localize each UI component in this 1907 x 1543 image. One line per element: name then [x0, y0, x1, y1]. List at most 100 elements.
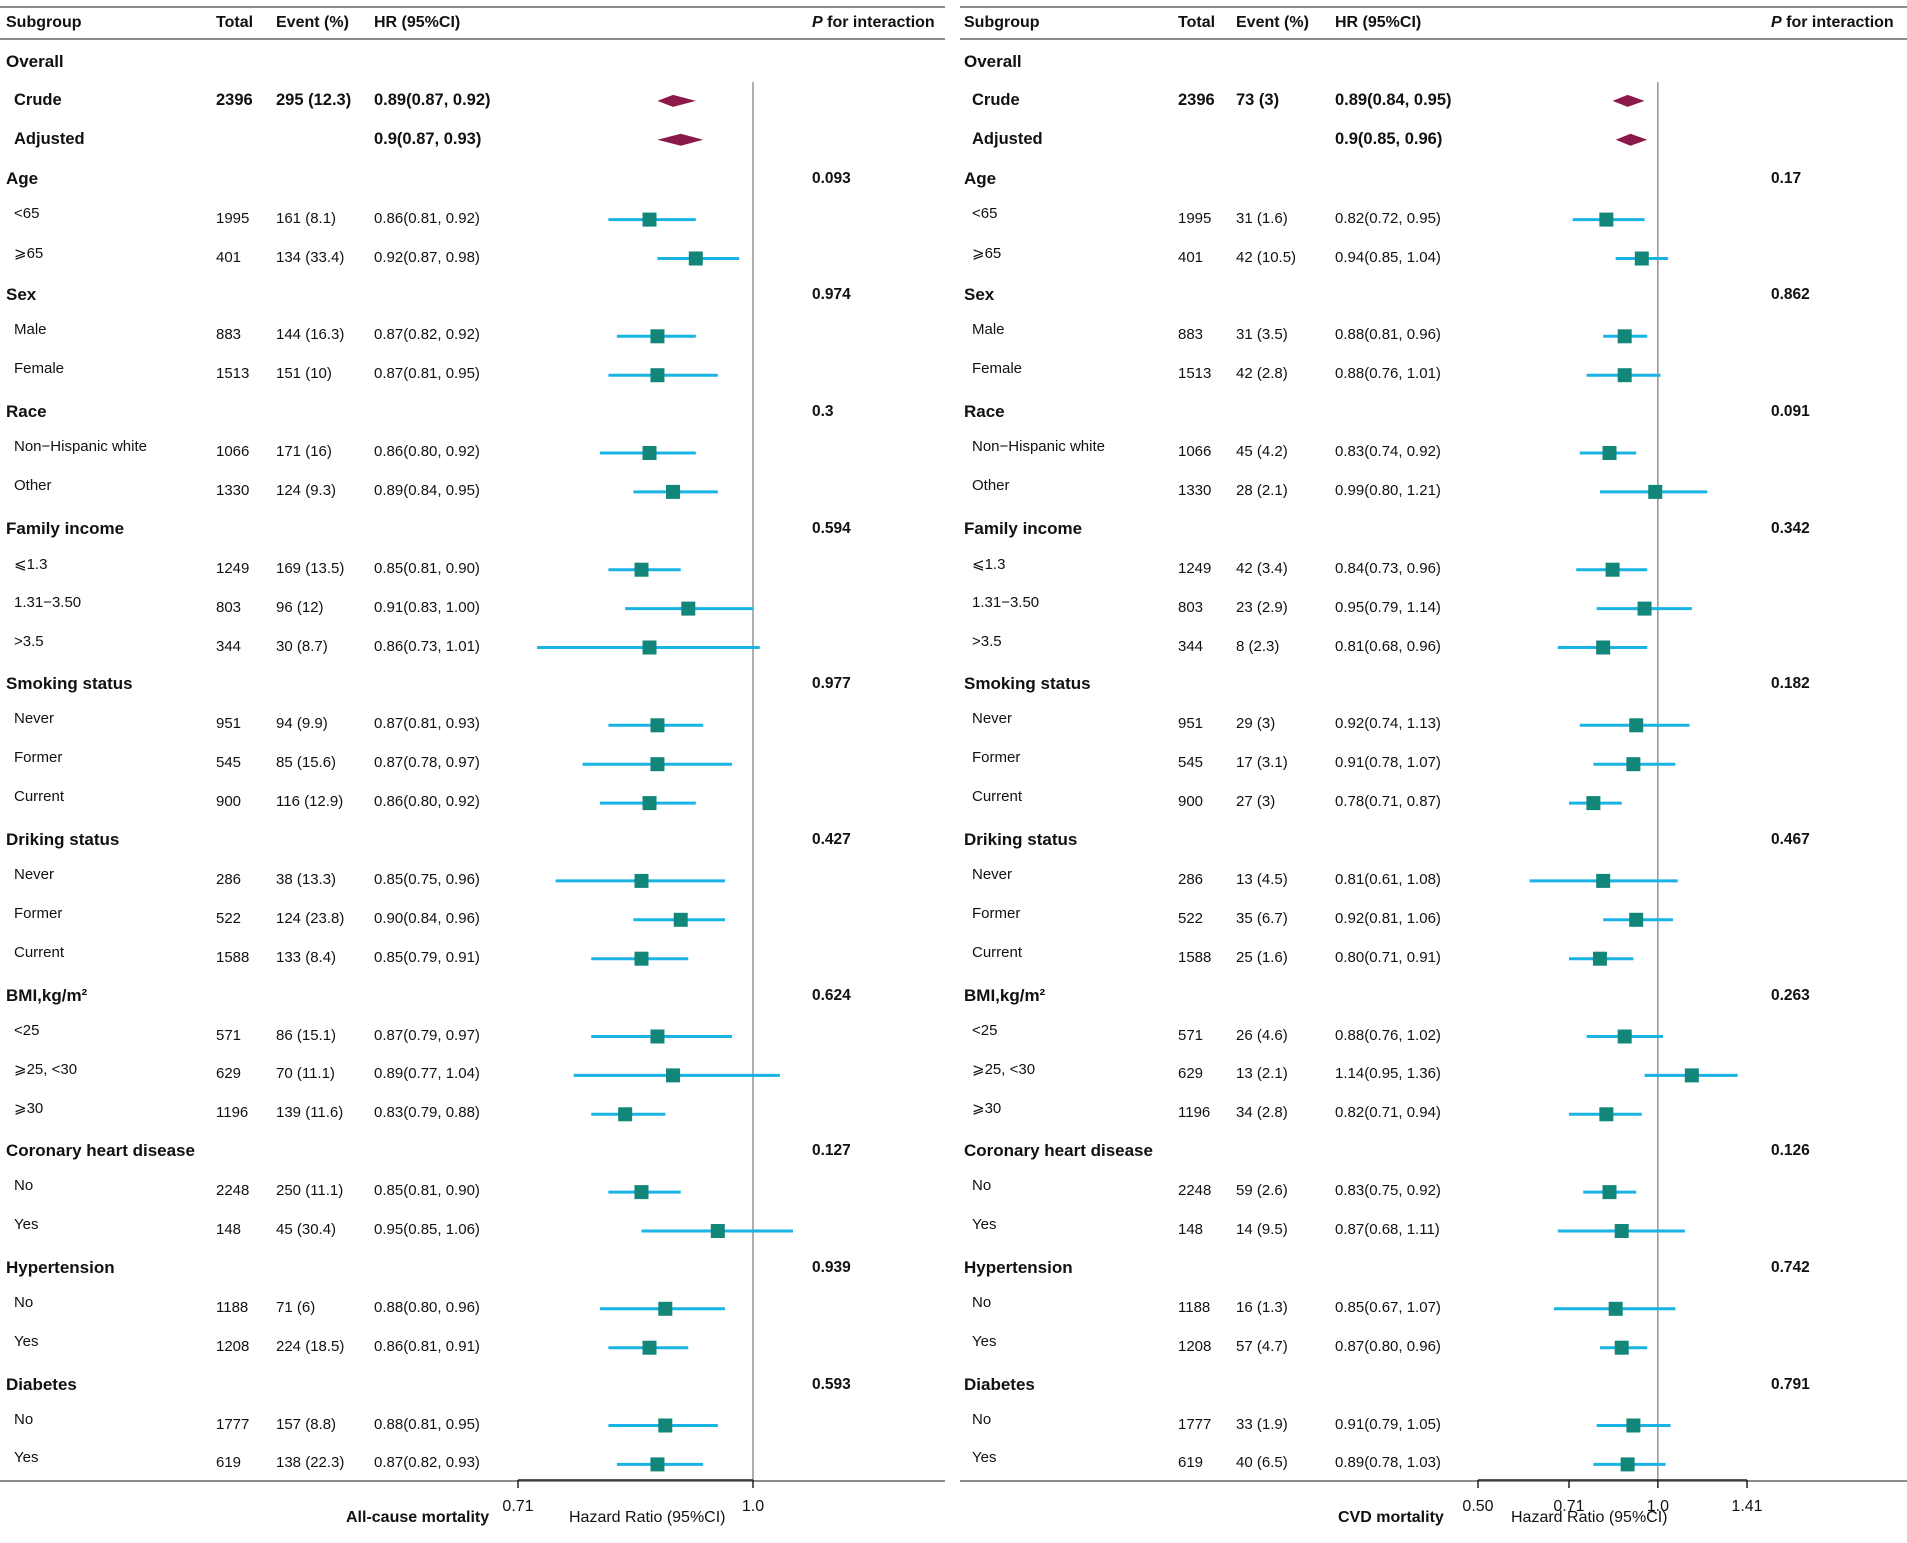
- group-label: Hypertension: [964, 1257, 1073, 1277]
- total-value: 1066: [1178, 443, 1212, 460]
- hr-ci-text: 0.85(0.75, 0.96): [374, 870, 480, 888]
- hr-ci-text: 0.87(0.81, 0.95): [374, 365, 480, 383]
- subgroup-label: Female: [14, 360, 65, 378]
- subgroup-label: 1.31−3.50: [972, 593, 1040, 611]
- summary-diamond: [657, 94, 696, 107]
- hr-ci-text: 0.88(0.76, 1.01): [1335, 365, 1441, 383]
- hr-point: [634, 562, 649, 577]
- p-interaction: 0.594: [812, 519, 851, 537]
- forest-marks: [517, 82, 793, 1488]
- total-value: 1588: [216, 948, 250, 966]
- hr-ci-text: 0.85(0.81, 0.90): [374, 1182, 480, 1200]
- event-value: 16 (1.3): [1236, 1298, 1288, 1316]
- subgroup-label: Current: [972, 788, 1023, 806]
- hr-ci-text: 0.87(0.82, 0.92): [374, 326, 480, 344]
- hr-point: [634, 873, 649, 888]
- subgroup-label: ⩾65: [14, 244, 44, 262]
- hr-point: [688, 251, 703, 266]
- event-value: 42 (10.5): [1236, 248, 1297, 266]
- event-value: 31 (1.6): [1236, 209, 1288, 227]
- event-value: 124 (23.8): [276, 909, 345, 927]
- event-value: 124 (9.3): [276, 481, 337, 499]
- x-tick-label: 0.50: [1462, 1498, 1494, 1515]
- hr-point: [1634, 251, 1649, 266]
- group-label: Sex: [964, 285, 995, 305]
- event-value: 23 (2.9): [1236, 598, 1288, 616]
- subgroup-label: <65: [14, 204, 40, 222]
- event-value: 250 (11.1): [276, 1182, 344, 1200]
- event-value: 94 (9.9): [276, 715, 328, 733]
- subgroup-label: ⩾25, <30: [972, 1061, 1036, 1079]
- hr-point: [1602, 446, 1617, 460]
- x-axis-label: Hazard Ratio (95%CI): [1511, 1509, 1668, 1526]
- total-value: 1066: [216, 443, 250, 460]
- subgroup-label: Yes: [972, 1332, 997, 1350]
- summary-label: Crude: [972, 90, 1020, 109]
- total-value: 1995: [1178, 209, 1212, 227]
- event-value: 169 (13.5): [276, 559, 345, 577]
- event-value: 86 (15.1): [276, 1026, 337, 1044]
- forest-marks: [1477, 82, 1748, 1488]
- hr-point: [1626, 757, 1641, 772]
- event-value: 224 (18.5): [276, 1337, 345, 1355]
- subgroup-label: ⩾30: [972, 1100, 1002, 1118]
- total-value: 522: [1178, 909, 1204, 927]
- event-value: 161 (8.1): [276, 209, 337, 227]
- subgroup-label: Yes: [972, 1449, 997, 1467]
- hr-ci-text: 1.14(0.95, 1.36): [1335, 1065, 1441, 1083]
- hr-point: [634, 1185, 649, 1200]
- p-interaction: 0.342: [1771, 519, 1810, 537]
- hr-point: [666, 484, 681, 499]
- event-value: 26 (4.6): [1236, 1026, 1288, 1044]
- subgroup-label: >3.5: [972, 632, 1002, 650]
- group-label: Race: [964, 402, 1005, 422]
- hr-point: [1626, 1418, 1641, 1433]
- subgroup-label: <65: [972, 204, 998, 222]
- p-interaction: 0.977: [812, 675, 851, 693]
- total-value: 545: [1178, 754, 1204, 772]
- group-label: Race: [6, 402, 47, 422]
- hr-point: [650, 1029, 665, 1044]
- hr-point: [642, 640, 657, 655]
- header-event: Event (%): [276, 14, 349, 31]
- hr-ci-text: 0.95(0.85, 1.06): [374, 1221, 480, 1238]
- event-value: 25 (1.6): [1236, 948, 1288, 966]
- hr-point: [1608, 1301, 1623, 1316]
- group-label: Age: [6, 168, 39, 188]
- subgroup-label: Male: [972, 321, 1005, 339]
- hr-point: [1596, 873, 1611, 888]
- hr-ci-text: 0.91(0.79, 1.05): [1335, 1415, 1441, 1433]
- hr-point: [1648, 484, 1663, 499]
- event-value: 13 (2.1): [1236, 1065, 1288, 1083]
- subgroup-label: ⩽1.3: [972, 555, 1006, 573]
- total-value: 900: [216, 793, 242, 811]
- event-value: 70 (11.1): [276, 1065, 335, 1083]
- hr-ci-text: 0.87(0.79, 0.97): [374, 1026, 480, 1044]
- total-value: 2396: [1178, 90, 1215, 109]
- event-value: 171 (16): [276, 443, 332, 460]
- subgroup-label: 1.31−3.50: [14, 593, 82, 611]
- hr-ci-text: 0.94(0.85, 1.04): [1335, 248, 1441, 266]
- subgroup-label: ⩾30: [14, 1100, 44, 1118]
- subgroup-label: Former: [972, 904, 1021, 922]
- group-label: Family income: [964, 518, 1083, 538]
- total-value: 951: [1178, 715, 1204, 733]
- total-value: 1330: [216, 481, 250, 499]
- header-p-rest: for interaction: [1781, 14, 1894, 31]
- header-p-italic: P: [812, 14, 823, 31]
- event-value: 30 (8.7): [276, 637, 328, 655]
- subgroup-label: Never: [972, 710, 1013, 728]
- total-value: 286: [1178, 870, 1204, 888]
- event-value: 134 (33.4): [276, 248, 345, 266]
- p-interaction: 0.467: [1771, 831, 1810, 848]
- hr-point: [681, 601, 696, 616]
- subgroup-label: Former: [972, 749, 1021, 767]
- total-value: 619: [1178, 1454, 1204, 1472]
- group-label: Family income: [6, 518, 125, 538]
- total-value: 619: [216, 1454, 242, 1472]
- hr-point: [642, 212, 657, 227]
- hr-ci-text: 0.89(0.84, 0.95): [1335, 90, 1452, 109]
- subgroup-label: No: [14, 1293, 34, 1311]
- group-label: Coronary heart disease: [964, 1141, 1153, 1161]
- hr-point: [1684, 1068, 1699, 1083]
